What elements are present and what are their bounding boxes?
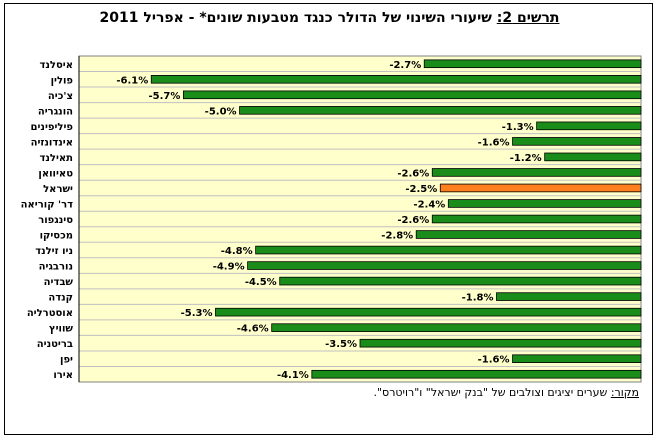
data-label: -4.6% [237, 324, 269, 335]
bar [431, 168, 642, 177]
bar [447, 199, 642, 208]
chart-title: תרשים 2: שיעורי השינוי של הדולר כנגד מטב… [0, 10, 659, 26]
category-label: פולין [51, 75, 74, 86]
bar [544, 152, 642, 162]
data-label: -2.8% [381, 231, 413, 242]
bar [239, 106, 642, 115]
category-label: טאיוואן [38, 168, 73, 179]
category-label: הונגריה [38, 106, 73, 117]
category-label: צ'כיה [48, 91, 73, 102]
source-label: מקור: [610, 386, 639, 399]
source-note: מקור: שערים יציגים וצולבים של "בנק ישראל… [330, 386, 640, 399]
data-label: -1.8% [462, 293, 494, 304]
data-label: -5.7% [148, 91, 180, 102]
category-label: קנדה [48, 293, 73, 304]
category-label: תאילנד [39, 153, 73, 164]
bar [150, 75, 642, 84]
category-label: נורבגיה [39, 262, 73, 273]
bar [536, 121, 642, 131]
category-label: אירו [53, 370, 73, 381]
data-label: -2.6% [397, 215, 429, 226]
category-label: בריטניה [37, 339, 73, 350]
category-label: סינגפור [38, 215, 73, 226]
data-label: -2.7% [389, 60, 421, 71]
data-label: -2.6% [397, 168, 429, 179]
data-label: -1.6% [478, 355, 510, 366]
source-text: שערים יציגים וצולבים של "בנק ישראל" ו"רו… [373, 386, 611, 399]
bar [279, 276, 642, 286]
data-label: -4.8% [221, 246, 253, 257]
bar [359, 338, 642, 348]
bar [512, 354, 642, 363]
category-label: פיליפינים [31, 122, 74, 133]
data-label: -2.4% [413, 199, 445, 210]
bar [271, 323, 642, 332]
category-label: איסלנד [40, 60, 73, 71]
chart-title-lead: תרשים 2: [496, 10, 560, 26]
chart-title-text: שיעורי השינוי של הדולר כנגד מטבעות שונים… [99, 10, 497, 26]
bar [415, 230, 642, 239]
category-label: אוסטרליה [27, 308, 73, 319]
data-label: -4.1% [277, 370, 309, 381]
bar [182, 90, 642, 100]
category-label: יפן [60, 355, 73, 366]
bar [215, 307, 642, 317]
data-label: -4.9% [213, 262, 245, 273]
category-label: ניו זילנד [35, 246, 73, 257]
data-label: -1.2% [510, 153, 542, 164]
data-label: -1.3% [502, 122, 534, 133]
data-label: -3.5% [325, 339, 357, 350]
category-label: אינדונזיה [31, 137, 73, 148]
data-label: -5.0% [205, 106, 237, 117]
data-label: -6.1% [116, 75, 148, 86]
data-label: -5.3% [181, 308, 213, 319]
bar [431, 214, 642, 224]
bar [496, 292, 642, 301]
category-label: שוויץ [49, 324, 73, 335]
data-label: -2.5% [405, 184, 437, 195]
bar [247, 261, 642, 270]
bar [423, 59, 642, 69]
category-label: מכסיקו [40, 231, 73, 242]
category-label: דר' קוריאה [21, 199, 73, 210]
bar [311, 369, 642, 379]
category-label: ישראל [43, 184, 73, 195]
data-label: -4.5% [245, 277, 277, 288]
bar [512, 137, 642, 146]
bar [255, 245, 642, 255]
bar [439, 183, 642, 193]
category-label: שבדיה [44, 277, 74, 288]
data-label: -1.6% [478, 137, 510, 148]
